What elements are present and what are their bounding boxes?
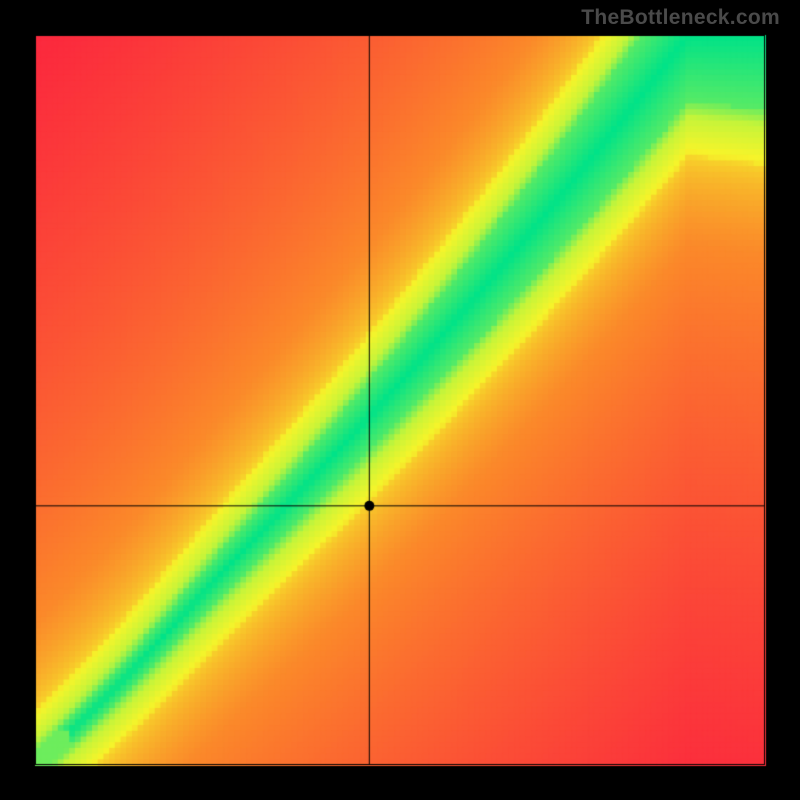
watermark-text: TheBottleneck.com — [581, 6, 780, 30]
chart-container: { "canvas": { "total_size": 800, "plot_o… — [0, 0, 800, 800]
bottleneck-heatmap — [0, 0, 800, 800]
